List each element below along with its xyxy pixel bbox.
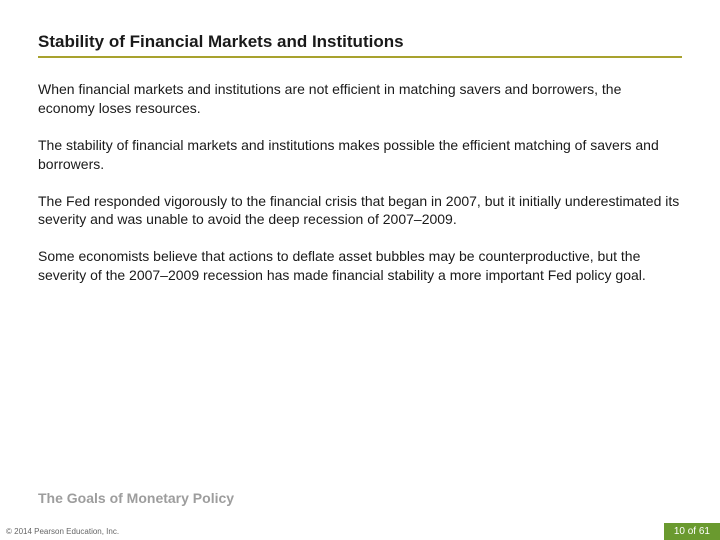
slide-content: Stability of Financial Markets and Insti… bbox=[0, 0, 720, 285]
copyright-text: © 2014 Pearson Education, Inc. bbox=[6, 527, 119, 536]
paragraph: The Fed responded vigorously to the fina… bbox=[38, 192, 682, 230]
paragraph: When financial markets and institutions … bbox=[38, 80, 682, 118]
slide-title: Stability of Financial Markets and Insti… bbox=[38, 32, 682, 58]
page-number-badge: 10 of 61 bbox=[664, 523, 720, 540]
paragraph: Some economists believe that actions to … bbox=[38, 247, 682, 285]
section-label: The Goals of Monetary Policy bbox=[38, 490, 234, 506]
paragraph: The stability of financial markets and i… bbox=[38, 136, 682, 174]
footer: © 2014 Pearson Education, Inc. 10 of 61 bbox=[0, 522, 720, 540]
